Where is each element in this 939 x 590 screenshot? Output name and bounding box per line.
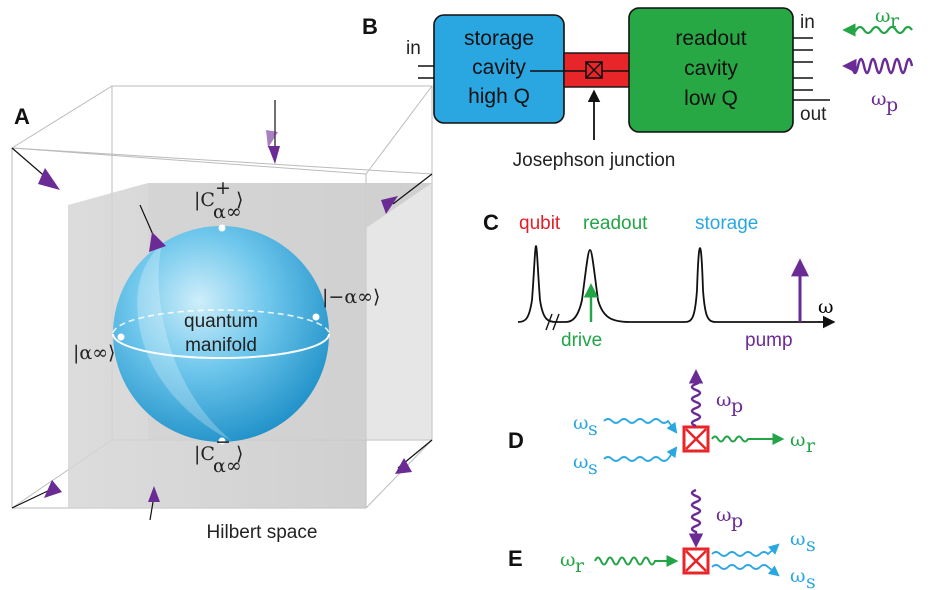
pole-left-dot <box>117 333 125 341</box>
storage-line-3: high Q <box>468 85 530 108</box>
ket-c-minus-close: ⟩ <box>236 443 243 465</box>
d-junction <box>682 425 710 453</box>
storage-in-label: in <box>406 38 421 59</box>
ket-alpha: |α∞⟩ <box>73 342 115 364</box>
pole-bottom-dot <box>218 437 226 445</box>
ket-c-minus-sup: − <box>215 431 231 453</box>
omega-r-symbol: ω <box>875 5 891 27</box>
d-in-2-wave <box>603 446 678 462</box>
hilbert-space-caption: Hilbert space <box>207 522 318 543</box>
ket-c-plus-sub: α∞ <box>213 201 242 223</box>
readout-line-2: cavity <box>684 57 738 80</box>
ket-c-minus: |C − α∞ ⟩ <box>194 431 243 477</box>
ket-c-plus-body: |C <box>194 189 215 211</box>
readout-out-label: out <box>800 104 827 125</box>
e-out-2-wave <box>711 564 780 577</box>
readout-in-label: in <box>800 12 815 33</box>
d-pump-symbol: ω <box>716 389 732 411</box>
ket-c-plus-sup: + <box>215 177 231 199</box>
d-out-symbol: ω <box>790 429 806 451</box>
e-pump-symbol: ω <box>716 504 732 526</box>
josephson-junction-label: Josephson junction <box>513 150 676 171</box>
storage-line-1: storage <box>464 27 534 50</box>
storage-label: storage <box>695 213 758 234</box>
omega-p-symbol: ω <box>871 88 887 110</box>
panel-d-letter: D <box>508 428 524 453</box>
qubit-label: qubit <box>519 213 561 234</box>
pump-label: pump <box>745 330 793 351</box>
d-pump-sub: p <box>731 395 743 417</box>
storage-line-2: cavity <box>472 56 526 79</box>
e-out-1-sub: s <box>806 534 816 556</box>
d-out-sub: r <box>806 435 816 457</box>
e-junction <box>682 547 710 575</box>
josephson-junction-symbol <box>585 61 603 79</box>
sphere-label-line-2: manifold <box>185 335 257 356</box>
sphere-label-line-1: quantum <box>184 311 258 332</box>
ket-c-minus-body: |C <box>194 443 215 465</box>
readout-line-1: readout <box>675 27 746 50</box>
panel-a-letter: A <box>14 104 30 129</box>
quantum-manifold-sphere: quantum manifold <box>112 224 330 445</box>
d-in-1-symbol: ω <box>573 412 589 434</box>
omega-p-sub: p <box>886 94 898 116</box>
e-out-2-sub: s <box>806 571 816 590</box>
omega-p-wave <box>842 57 914 75</box>
readout-cavity-box <box>628 7 794 133</box>
readout-label: readout <box>583 213 648 234</box>
e-out-2-symbol: ω <box>790 565 806 587</box>
e-pump-sub: p <box>731 510 743 532</box>
d-in-2-symbol: ω <box>573 451 589 473</box>
pole-top-dot <box>218 224 226 232</box>
d-in-2-sub: s <box>588 457 598 479</box>
ket-minus-alpha: |−α∞⟩ <box>322 286 380 308</box>
d-out-wave <box>711 433 785 445</box>
pole-right-dot <box>312 313 320 321</box>
omega-r-wave <box>842 23 913 37</box>
e-in-sub: r <box>575 555 585 577</box>
d-in-1-sub: s <box>588 418 598 440</box>
readout-line-3: low Q <box>684 87 738 110</box>
readout-ports <box>793 37 830 101</box>
e-pump-wave <box>688 488 704 548</box>
panel-c: C qubit readout storage ω drive pump <box>483 210 836 351</box>
panel-b-letter: B <box>362 14 378 39</box>
drive-label: drive <box>561 330 602 351</box>
panel-b: B in storage cavity high Q readout cavit… <box>362 5 914 171</box>
e-out-1-symbol: ω <box>790 528 806 550</box>
d-in-1-wave <box>603 418 678 434</box>
panel-a: A quantum ma <box>10 85 433 543</box>
panel-e-letter: E <box>508 546 523 571</box>
omega-axis-label: ω <box>818 296 834 318</box>
omega-r-sub: r <box>890 10 900 32</box>
spectrum-curve <box>517 245 818 323</box>
ket-c-plus-close: ⟩ <box>236 189 243 211</box>
corner-arrowheads <box>38 130 412 502</box>
junction-bridge <box>563 52 631 88</box>
panel-c-letter: C <box>483 210 499 235</box>
ket-c-minus-sub: α∞ <box>213 455 242 477</box>
e-in-symbol: ω <box>560 549 576 571</box>
storage-input-port <box>418 65 436 79</box>
panel-d: D ω s ω s ω p ω r <box>508 369 816 479</box>
axis-break <box>545 313 560 331</box>
ket-c-plus: |C + α∞ ⟩ <box>194 177 243 223</box>
e-in-wave <box>594 555 679 567</box>
panel-e: E ω r ω p ω s ω s <box>508 488 816 590</box>
d-pump-wave <box>688 369 704 428</box>
e-out-1-wave <box>711 543 780 557</box>
